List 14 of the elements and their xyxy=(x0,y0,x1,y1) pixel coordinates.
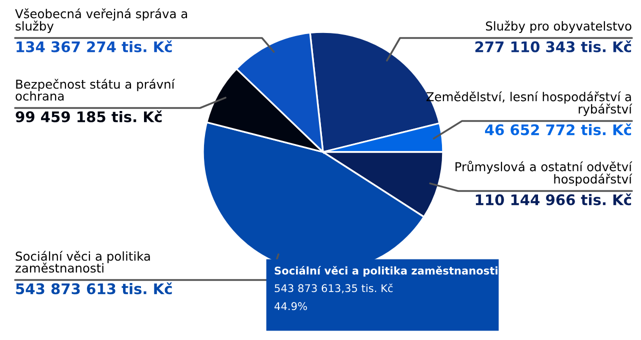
data-label: 134 367 274 tis. Kč xyxy=(16,40,172,52)
data-label: 277 110 343 tis. Kč xyxy=(475,40,632,52)
slice-label: Služby pro obyvatelstvo xyxy=(486,20,632,33)
data-label: 543 873 613 tis. Kč xyxy=(16,282,172,294)
slice-label: Všeobecná veřejná správa a služby xyxy=(15,8,188,33)
slice-label: Průmyslová a ostatní odvětví hospodářství xyxy=(456,160,632,186)
text: 44.9% xyxy=(274,302,307,310)
text: 543 873 613,35 tis. Kč xyxy=(274,284,393,294)
data-label: 110 144 966 tis. Kč xyxy=(476,193,632,206)
text: Sociální věci a politika zaměstnanosti xyxy=(274,266,498,277)
slice-label: Sociální věci a politika zaměstnanosti xyxy=(16,250,150,273)
slice-label: Bezpečnost státu a právní ochrana xyxy=(16,78,175,101)
data-label: 99 459 185 tis. Kč xyxy=(16,110,162,122)
data-label: 46 652 772 tis. Kč xyxy=(485,123,632,136)
